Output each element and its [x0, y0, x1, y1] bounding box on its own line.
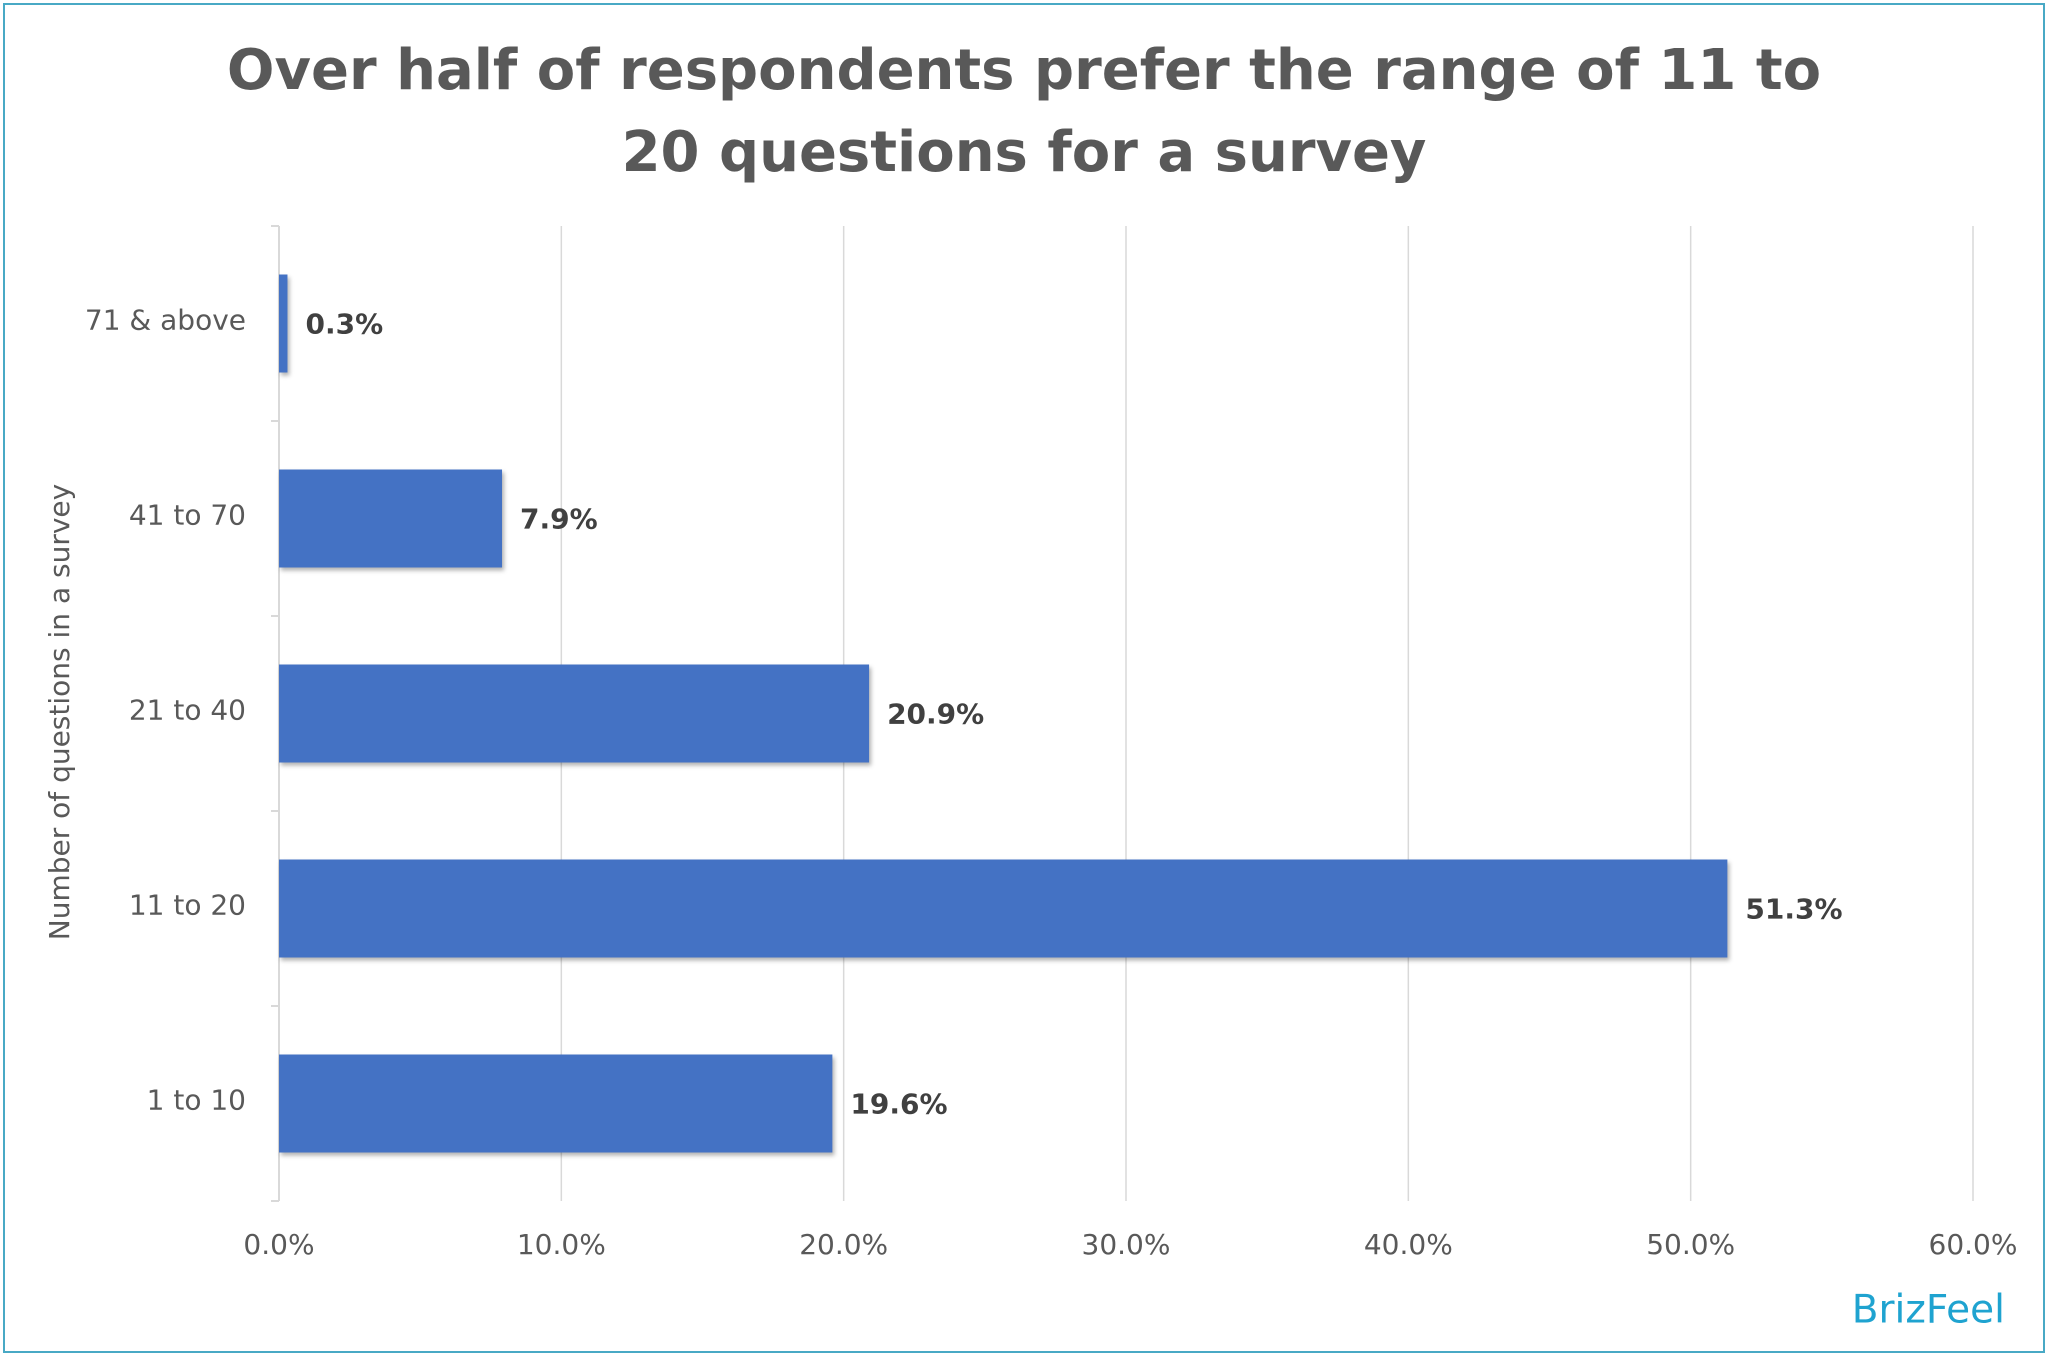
y-tick-label: 71 & above	[85, 304, 246, 337]
y-tick-label: 21 to 40	[129, 694, 246, 727]
x-tick-label: 40.0%	[1364, 1228, 1453, 1261]
x-tick-label: 0.0%	[243, 1228, 314, 1261]
value-label: 51.3%	[1745, 893, 1842, 926]
bar	[279, 859, 1728, 958]
value-label: 19.6%	[850, 1088, 947, 1121]
value-label: 0.3%	[305, 308, 383, 341]
x-tick-label: 60.0%	[1929, 1228, 2018, 1261]
bar	[279, 1054, 833, 1153]
bar	[279, 469, 503, 568]
chart-title: Over half of respondents prefer the rang…	[226, 38, 1822, 185]
x-tick-label: 10.0%	[517, 1228, 606, 1261]
bar	[279, 274, 288, 373]
value-label: 20.9%	[887, 698, 984, 731]
y-axis-label: Number of questions in a survey	[43, 484, 76, 940]
bar	[279, 664, 870, 763]
x-tick-label: 30.0%	[1082, 1228, 1171, 1261]
frame	[3, 3, 2045, 1353]
y-tick-label: 11 to 20	[129, 889, 246, 922]
y-tick-label: 41 to 70	[129, 499, 246, 532]
y-tick-label: 1 to 10	[147, 1084, 246, 1117]
brand: BrizFeel	[1852, 1288, 2005, 1333]
x-tick-label: 50.0%	[1646, 1228, 1735, 1261]
x-tick-label: 20.0%	[799, 1228, 888, 1261]
value-label: 7.9%	[520, 503, 598, 536]
